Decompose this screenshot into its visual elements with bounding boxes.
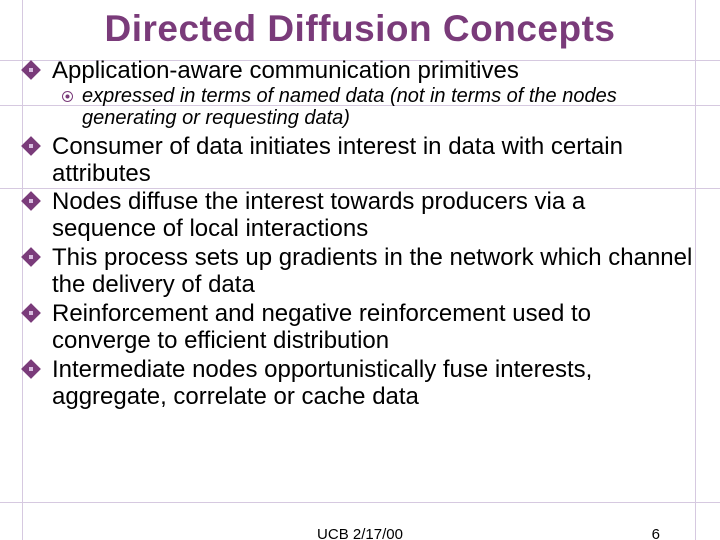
page-number: 6 xyxy=(652,526,660,540)
bullet-item: Consumer of data initiates interest in d… xyxy=(48,134,694,188)
gridline-horizontal xyxy=(0,502,720,503)
bullet-text: Application-aware communication primitiv… xyxy=(52,57,519,84)
bullet-item: Reinforcement and negative reinforcement… xyxy=(48,301,694,355)
bullet-item: This process sets up gradients in the ne… xyxy=(48,245,694,299)
slide-content: Directed Diffusion Concepts Application-… xyxy=(20,8,700,410)
bullet-text: Consumer of data initiates interest in d… xyxy=(52,133,623,187)
slide-title: Directed Diffusion Concepts xyxy=(20,8,700,50)
bullet-text: This process sets up gradients in the ne… xyxy=(52,244,692,298)
bullet-text: Nodes diffuse the interest towards produ… xyxy=(52,188,585,242)
bullet-text: Reinforcement and negative reinforcement… xyxy=(52,300,591,354)
bullet-item: Nodes diffuse the interest towards produ… xyxy=(48,189,694,243)
bullet-item: Application-aware communication primitiv… xyxy=(48,58,694,130)
sub-text: expressed in terms of named data (not in… xyxy=(82,85,617,129)
bullet-item: Intermediate nodes opportunistically fus… xyxy=(48,357,694,411)
sub-list: expressed in terms of named data (not in… xyxy=(52,85,694,130)
slide: Directed Diffusion Concepts Application-… xyxy=(0,0,720,540)
bullet-text: Intermediate nodes opportunistically fus… xyxy=(52,356,592,410)
sub-item: expressed in terms of named data (not in… xyxy=(82,85,694,130)
bullet-list: Application-aware communication primitiv… xyxy=(20,58,700,410)
footer-date: UCB 2/17/00 xyxy=(317,526,403,540)
